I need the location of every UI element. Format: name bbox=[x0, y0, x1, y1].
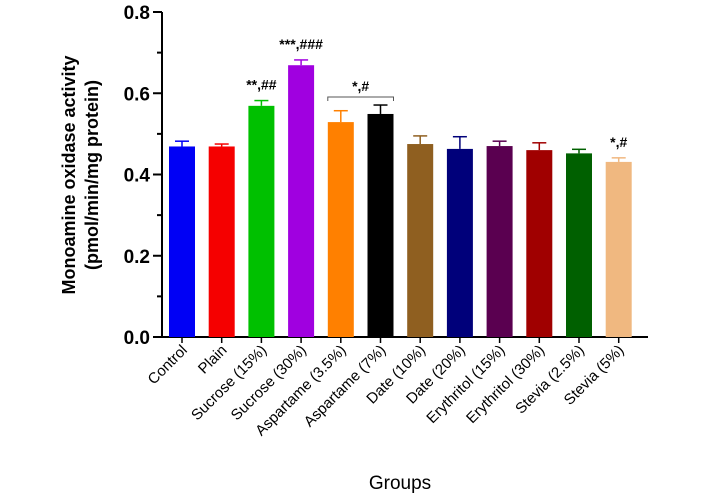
x-tick-label: Plain bbox=[195, 342, 231, 378]
y-tick-label: 0.8 bbox=[124, 3, 150, 24]
bar bbox=[407, 144, 434, 337]
bar bbox=[208, 146, 235, 337]
y-tick-label: 0.6 bbox=[124, 84, 150, 105]
bar bbox=[526, 150, 553, 337]
bars bbox=[169, 65, 632, 337]
x-tick-label: Control bbox=[145, 342, 191, 388]
y-axis: 0.0 0.2 0.4 0.6 0.8 bbox=[124, 3, 163, 349]
y-tick-label: 0.0 bbox=[124, 328, 150, 349]
y-axis-label-units: (pmol/min/mg protein) bbox=[82, 80, 102, 270]
y-axis-label: Monoamine oxidase activity bbox=[59, 55, 79, 294]
bar bbox=[169, 146, 195, 337]
bar bbox=[566, 153, 592, 337]
y-tick-label: 0.2 bbox=[124, 247, 150, 268]
bar bbox=[367, 113, 394, 337]
bar bbox=[486, 146, 513, 337]
significance-bracket bbox=[327, 96, 394, 101]
bar bbox=[288, 65, 315, 337]
significance-label: *,# bbox=[610, 134, 627, 150]
bar bbox=[446, 148, 473, 337]
error-bars bbox=[175, 59, 626, 162]
significance-label: *,# bbox=[352, 78, 369, 94]
bar bbox=[605, 161, 632, 337]
x-axis-label: Groups bbox=[369, 473, 431, 494]
significance-label: **,## bbox=[246, 77, 277, 93]
bar bbox=[327, 122, 354, 337]
significance-label: ***,### bbox=[279, 36, 323, 52]
bar bbox=[248, 105, 275, 337]
y-tick-label: 0.4 bbox=[124, 166, 151, 187]
annotations: **,## ***,### *,# *,# bbox=[246, 36, 627, 150]
